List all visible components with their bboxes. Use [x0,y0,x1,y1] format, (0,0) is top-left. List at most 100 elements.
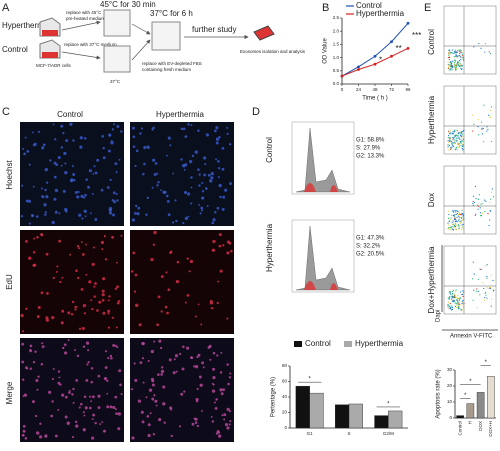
event [458,137,460,140]
cell [85,379,89,382]
cell [53,175,57,179]
cell [158,339,162,343]
cell [41,345,45,349]
cell [194,421,198,424]
cell [180,158,183,161]
cell [209,301,214,305]
cell [229,182,232,185]
cell [24,136,27,139]
cell [32,251,36,254]
event [459,62,461,65]
cell [178,352,182,356]
cell [35,378,39,383]
event [455,290,457,292]
cell [137,399,142,403]
event [493,279,495,282]
event [462,58,465,60]
cell [116,199,119,202]
cell [40,232,43,236]
cell [94,217,98,222]
event [455,66,457,68]
cell [211,389,216,393]
cell [132,135,136,139]
cell [107,309,111,313]
cell [22,330,25,333]
bar [487,376,495,419]
cell [132,251,136,255]
cell [36,315,40,318]
cell [72,139,75,142]
group-label: Dox+Hyperthermia [427,246,436,313]
cell [152,433,156,436]
bar [348,403,363,429]
cell [201,181,204,185]
apoptosis-plots: Control Hyperthermia Dox Dox+Hyperthermi… [427,5,498,340]
event [460,134,462,137]
y-tick-label: 60 [282,379,288,384]
cell [102,429,107,433]
cell [86,363,89,366]
cell [184,301,187,304]
cell [153,230,157,235]
event [453,293,455,296]
cell [186,257,189,260]
cell [215,398,218,401]
cell [216,301,219,305]
label: 37°C [110,79,121,84]
cell [69,253,72,256]
event [451,214,453,216]
cell [44,211,47,214]
event [488,287,490,289]
cell [21,184,24,187]
event [459,291,462,293]
cell [214,406,218,410]
histogram [295,127,351,193]
cell [92,246,95,249]
cell [44,167,49,172]
event [456,65,458,67]
cell [213,129,217,133]
cell [25,199,29,203]
cell [134,164,137,168]
cell [114,344,118,347]
point [373,54,377,58]
event [459,55,461,57]
cell [141,420,145,424]
event [475,290,477,292]
legend-label: Hyperthermia [356,9,405,18]
event [488,114,490,116]
event [488,224,490,227]
cell [169,406,173,410]
cell [150,349,155,354]
event [480,121,483,123]
cell [81,327,85,331]
event [456,51,458,53]
cell [153,173,157,177]
point [406,21,410,25]
cell [134,212,137,215]
event [454,295,456,297]
event [457,149,459,151]
event [485,294,487,296]
event [453,64,455,67]
cell [223,418,226,421]
cell [80,194,84,199]
event [455,220,457,222]
cell [208,344,212,348]
incubator [103,45,131,73]
cell [187,192,191,196]
cell [220,351,223,354]
cell [115,326,118,329]
cell [81,217,84,220]
cell [104,350,108,353]
medium [42,52,58,58]
cell [80,402,83,406]
group-label: Control [427,29,436,55]
event [454,141,456,143]
bar [388,410,403,429]
event [483,141,485,143]
event [489,52,492,55]
cell [51,400,54,403]
annotation: * [469,379,472,385]
cell [22,395,25,397]
